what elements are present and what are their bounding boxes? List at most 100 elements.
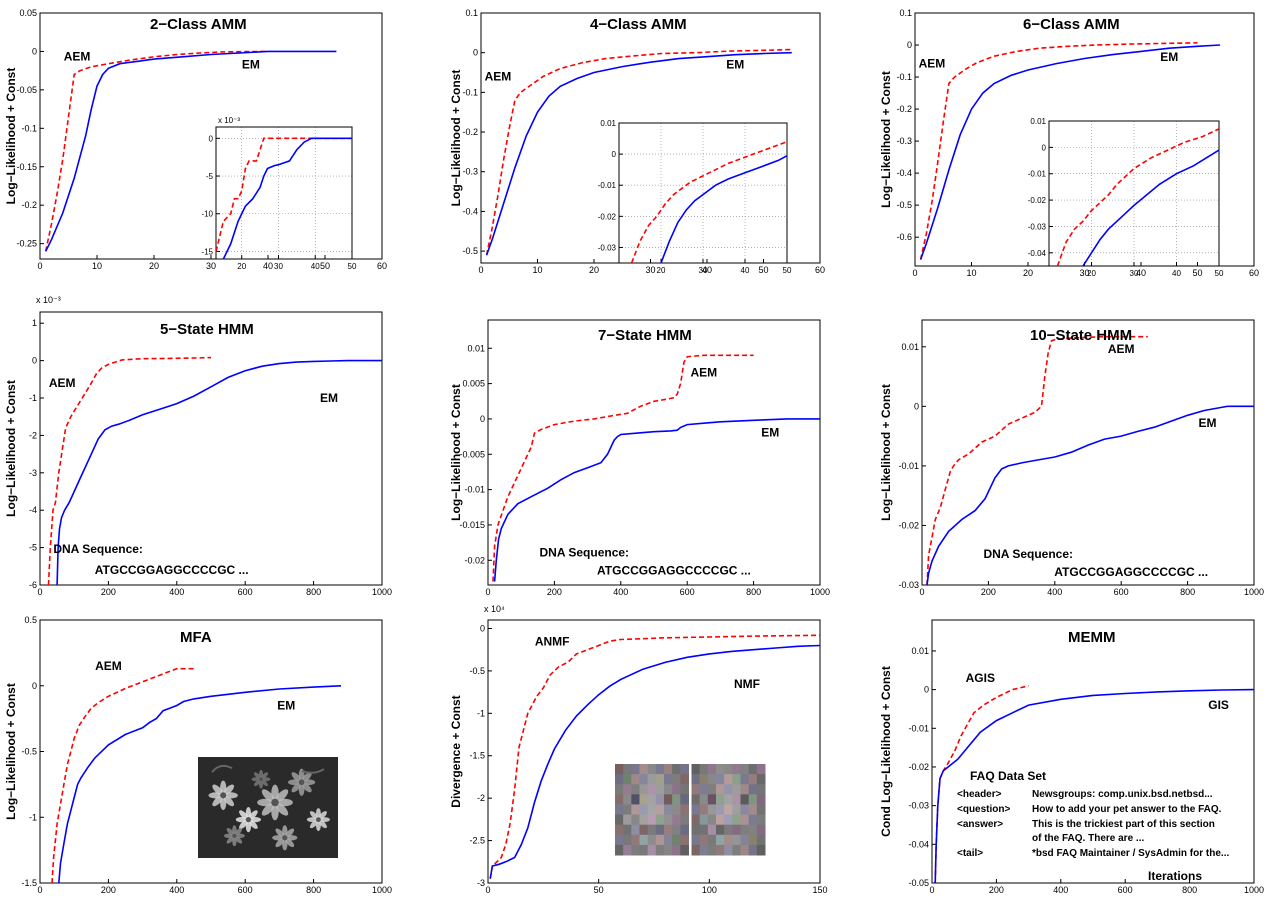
hmm5-xtick-label: 800 [306, 587, 321, 597]
amm4-em-line [485, 51, 792, 256]
hmm10-annotation-2: DNA Sequence: [983, 547, 1073, 561]
hmm7-ytick-label: 0.005 [462, 379, 485, 389]
mfa-xtick-label: 600 [238, 885, 253, 895]
hmm7-ylabel: Log−Likelihood + Const [449, 384, 463, 521]
hmm5-annotation-3: ATGCCGGAGGCCCCGC ... [95, 563, 249, 577]
faq-tag: <tail> [957, 848, 983, 859]
memm-xtick-label: 200 [989, 885, 1004, 895]
amm4-ytick-label: -0.4 [462, 206, 478, 216]
mfa-em-line [58, 685, 342, 883]
amm2-inset-xtick-label: 50 [348, 262, 357, 271]
amm4-inset-xtick-label: 30 [699, 266, 708, 275]
nmf-xtick-label: 150 [812, 885, 827, 895]
hmm5-ytick-label: 0 [32, 356, 37, 366]
amm2-ytick-label: 0 [32, 46, 37, 56]
hmm10-aem-line [926, 335, 1148, 585]
amm2-inset-ytick-label: -10 [201, 210, 213, 219]
mfa-ytick-label: -1.5 [21, 878, 37, 888]
faq-text: *bsd FAQ Maintainer / SysAdmin for the..… [1032, 848, 1229, 859]
amm6-ytick-label: 0 [907, 40, 912, 50]
amm6-inset-ytick-label: -0.02 [1028, 196, 1047, 205]
hmm7-ytick-label: -0.005 [459, 449, 485, 459]
mfa-xtick-label: 200 [101, 885, 116, 895]
amm4-ylabel: Log−Likelihood + Const [449, 70, 463, 207]
memm-ytick-label: -0.05 [908, 878, 929, 888]
hmm5-ytick-label: 1 [32, 318, 37, 328]
amm6-xtick-label: 20 [1023, 268, 1033, 278]
hmm5-annotation-1: EM [320, 391, 338, 405]
amm6-inset-ytick-label: 0.01 [1030, 117, 1046, 126]
amm4-inset-ytick-label: -0.02 [598, 212, 617, 221]
amm4-inset-ytick-label: -0.01 [598, 181, 617, 190]
hmm10-ytick-label: -0.02 [898, 520, 919, 530]
mfa-ytick-label: -0.5 [21, 747, 37, 757]
nmf-exponent-label: x 10⁴ [484, 604, 505, 614]
faq-text: Newsgroups: comp.unix.bsd.netbsd... [1032, 789, 1213, 800]
amm2-xtick-label: 30 [206, 261, 216, 271]
hmm7-em-line [493, 418, 820, 582]
hmm10-ytick-label: -0.01 [898, 461, 919, 471]
amm2-inset-xtick-label: 30 [274, 262, 283, 271]
amm6-inset-ytick-label: -0.04 [1028, 249, 1047, 258]
nmf-annotation-1: NMF [734, 677, 760, 691]
faq-text: This is the trickiest part of this secti… [1032, 819, 1215, 830]
faq-text: of the FAQ. There are ... [1032, 833, 1144, 844]
amm2-inset: 20 30 40 500-5-10-15x 10⁻³ [201, 116, 357, 271]
hmm5-xtick-label: 400 [169, 587, 184, 597]
amm2-panel: 0 10 20 30 40 50 60-0.25-0.2-0.15-0.1-0.0500.0… [4, 8, 387, 271]
memm-ytick-label: -0.03 [908, 801, 929, 811]
memm-annotation-0: AGIS [966, 671, 995, 685]
memm-axes-frame [931, 619, 1255, 884]
amm2-annotation-1: EM [242, 57, 260, 71]
memm-ytick-label: 0 [924, 685, 929, 695]
amm6-ylabel: Log−Likelihood + Const [879, 71, 893, 208]
amm2-ytick-label: -0.15 [16, 162, 37, 172]
hmm7-annotation-2: DNA Sequence: [539, 546, 629, 560]
hmm5-xtick-label: 0 [37, 587, 42, 597]
hmm10-xtick-label: 400 [1047, 587, 1062, 597]
amm2-xtick-label: 0 [37, 261, 42, 271]
hmm5-ytick-label: -1 [29, 393, 37, 403]
amm6-annotation-0: AEM [919, 56, 946, 70]
amm6-inset: 20 30 40 500.010-0.01-0.02-0.03-0.04 [1028, 117, 1224, 278]
hmm5-exponent-label: x 10⁻³ [36, 295, 61, 305]
hmm5-panel: 0 200 400 600 800 1000 -6 -5 -4 -3 -2 -1 0 1 5−State H… [4, 295, 392, 597]
amm4-panel: 0 10 20 30 40 50 60-0.5-0.4-0.3-0.2-0.100.14−C… [449, 8, 825, 275]
hmm5-ytick-label: -4 [29, 505, 37, 515]
hmm10-xtick-label: 200 [981, 587, 996, 597]
hmm7-xtick-label: 200 [547, 587, 562, 597]
amm6-inset-xtick-label: 20 [1087, 269, 1096, 278]
hmm10-ytick-label: -0.03 [898, 580, 919, 590]
amm2-inset-xtick-label: 40 [311, 262, 320, 271]
hmm10-xtick-label: 600 [1114, 587, 1129, 597]
mfa-annotation-0: AEM [95, 659, 122, 673]
amm6-xtick-label: 0 [912, 268, 917, 278]
hmm10-panel: 0 200 400 600 800 1000 -0.03 -0.02 -0.01 0 0.01 10−… [879, 319, 1264, 597]
memm-panel: 0 200 400 600 800 1000 -0.05 -0.04 -0.03 -0.02 -0.… [879, 619, 1264, 895]
amm4-aem-line [485, 48, 792, 256]
amm4-inset-ytick-label: 0 [612, 150, 617, 159]
amm6-inset-series-0-line [1056, 128, 1219, 266]
hmm7-annotation-3: ATGCCGGAGGCCCCGC ... [597, 563, 751, 577]
hmm5-aem-line [47, 356, 212, 585]
amm4-xtick-label: 50 [758, 265, 768, 275]
amm4-xtick-label: 60 [815, 265, 825, 275]
amm4-annotation-0: AEM [485, 69, 512, 83]
amm6-aem-line [919, 42, 1198, 260]
amm2-inset-ytick-label: 0 [209, 134, 214, 143]
amm4-ytick-label: 0.1 [465, 8, 478, 18]
amm2-title: 2−Class AMM [150, 16, 247, 33]
amm2-ytick-label: -0.05 [16, 85, 37, 95]
hmm5-title: 5−State HMM [160, 321, 254, 338]
amm6-inset-ytick-label: 0 [1042, 143, 1047, 152]
hmm5-xtick-label: 600 [238, 587, 253, 597]
mfa-xtick-label: 1000 [372, 885, 392, 895]
hmm7-ytick-label: 0.01 [467, 343, 485, 353]
nmf-ylabel: Divergence + Const [449, 695, 463, 807]
memm-ylabel: Cond Log−Likelihood + Const [879, 666, 893, 837]
amm2-ytick-label: 0.05 [19, 8, 37, 18]
amm2-xtick-label: 50 [320, 261, 330, 271]
hmm5-xtick-label: 1000 [372, 587, 392, 597]
nmf-annotation-0: ANMF [535, 634, 570, 648]
